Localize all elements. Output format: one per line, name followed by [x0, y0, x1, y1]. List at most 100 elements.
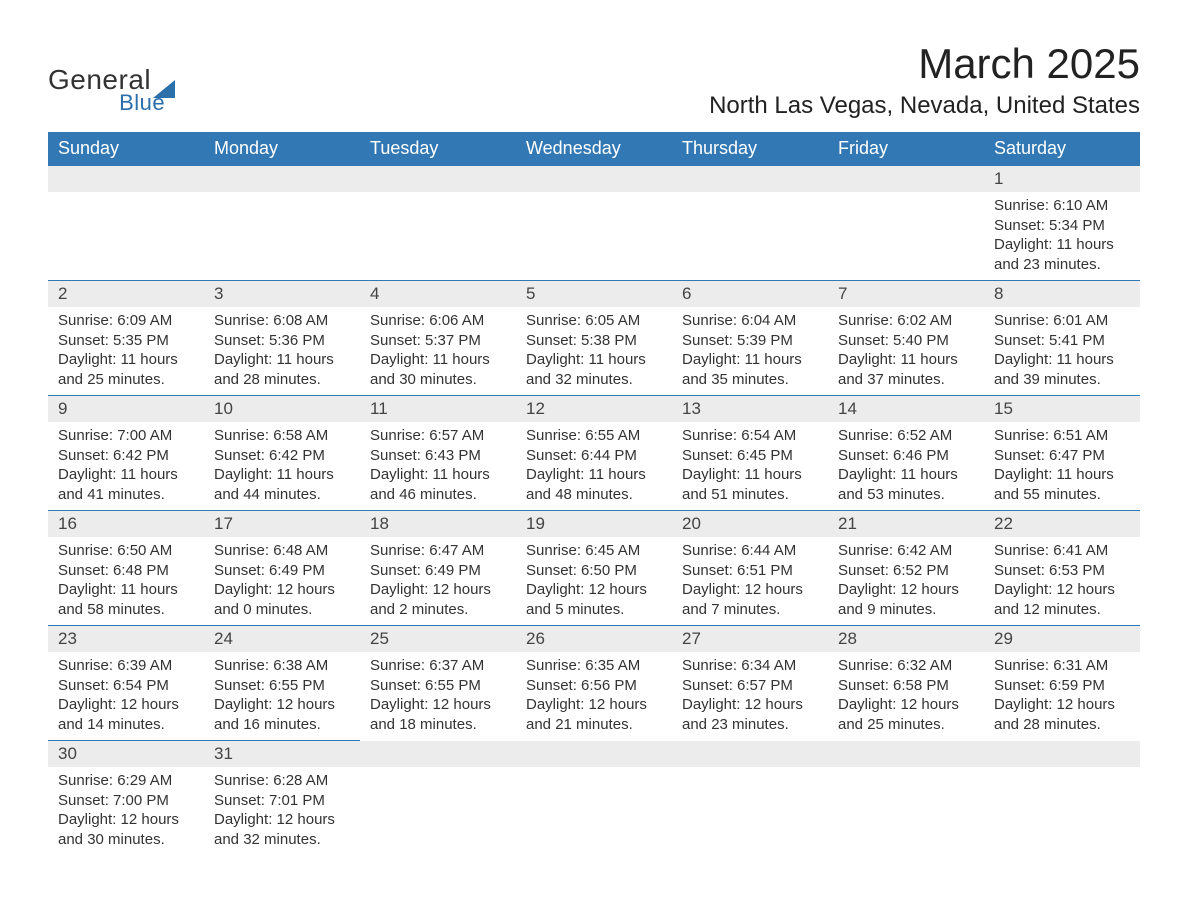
calendar-cell: 26Sunrise: 6:35 AMSunset: 6:56 PMDayligh…	[516, 626, 672, 741]
day-number: 19	[516, 511, 672, 537]
sunrise-line: Sunrise: 6:51 AM	[994, 426, 1130, 446]
calendar-cell: 13Sunrise: 6:54 AMSunset: 6:45 PMDayligh…	[672, 396, 828, 511]
sunrise-line: Sunrise: 6:50 AM	[58, 541, 194, 561]
calendar-cell: 6Sunrise: 6:04 AMSunset: 5:39 PMDaylight…	[672, 281, 828, 396]
header: General Blue March 2025 North Las Vegas,…	[48, 40, 1140, 120]
day-number: 31	[204, 741, 360, 767]
day-details: Sunrise: 6:09 AMSunset: 5:35 PMDaylight:…	[48, 307, 204, 395]
sunrise-line: Sunrise: 6:10 AM	[994, 196, 1130, 216]
sunrise-line: Sunrise: 6:37 AM	[370, 656, 506, 676]
empty-daynum	[672, 166, 828, 192]
sunset-line: Sunset: 6:44 PM	[526, 446, 662, 466]
day-number: 13	[672, 396, 828, 422]
daylight-line: Daylight: 12 hours and 16 minutes.	[214, 695, 350, 734]
sunset-line: Sunset: 6:52 PM	[838, 561, 974, 581]
day-details: Sunrise: 6:57 AMSunset: 6:43 PMDaylight:…	[360, 422, 516, 510]
calendar-row: 16 Sunrise: 6:50 AMSunset: 6:48 PM Dayligh…	[48, 511, 1140, 626]
daylight-line: Daylight: 12 hours and 32 minutes.	[214, 810, 350, 849]
daylight-line: Daylight: 11 hours and 51 minutes.	[682, 465, 818, 504]
calendar-cell: 21Sunrise: 6:42 AMSunset: 6:52 PMDayligh…	[828, 511, 984, 626]
weekday-header: Friday	[828, 132, 984, 166]
day-details: Sunrise: 6:51 AMSunset: 6:47 PMDaylight:…	[984, 422, 1140, 510]
empty-daynum	[204, 166, 360, 192]
day-number: 15	[984, 396, 1140, 422]
calendar-cell-empty	[828, 166, 984, 281]
sunset-line: Sunset: 5:35 PM	[58, 331, 194, 351]
calendar-cell: 18Sunrise: 6:47 AMSunset: 6:49 PMDayligh…	[360, 511, 516, 626]
sunrise-line: Sunrise: 6:08 AM	[214, 311, 350, 331]
day-number: 3	[204, 281, 360, 307]
day-number: 16	[48, 511, 204, 537]
calendar-cell: 9 Sunrise: 7:00 AMSunset: 6:42 PMDaylight…	[48, 396, 204, 511]
sunrise-line: Sunrise: 6:41 AM	[994, 541, 1130, 561]
calendar-cell: 25Sunrise: 6:37 AMSunset: 6:55 PMDayligh…	[360, 626, 516, 741]
sunrise-line: Sunrise: 6:09 AM	[58, 311, 194, 331]
sunset-line: Sunset: 6:53 PM	[994, 561, 1130, 581]
sunset-line: Sunset: 5:37 PM	[370, 331, 506, 351]
sunset-line: Sunset: 6:45 PM	[682, 446, 818, 466]
sunset-line: Sunset: 6:46 PM	[838, 446, 974, 466]
daylight-line: Daylight: 12 hours and 2 minutes.	[370, 580, 506, 619]
daylight-line: Daylight: 11 hours and 41 minutes.	[58, 465, 194, 504]
sunset-line: Sunset: 6:42 PM	[214, 446, 350, 466]
day-details: Sunrise: 6:08 AMSunset: 5:36 PMDaylight:…	[204, 307, 360, 395]
sunset-line: Sunset: 5:40 PM	[838, 331, 974, 351]
day-number: 11	[360, 396, 516, 422]
day-details: Sunrise: 6:05 AMSunset: 5:38 PMDaylight:…	[516, 307, 672, 395]
calendar-cell: 10Sunrise: 6:58 AMSunset: 6:42 PMDayligh…	[204, 396, 360, 511]
calendar-cell: 15Sunrise: 6:51 AMSunset: 6:47 PMDayligh…	[984, 396, 1140, 511]
calendar-cell-empty	[360, 166, 516, 281]
daylight-line: Daylight: 11 hours and 53 minutes.	[838, 465, 974, 504]
daylight-line: Daylight: 11 hours and 30 minutes.	[370, 350, 506, 389]
calendar-cell: 27Sunrise: 6:34 AMSunset: 6:57 PMDayligh…	[672, 626, 828, 741]
calendar-cell: 24Sunrise: 6:38 AMSunset: 6:55 PMDayligh…	[204, 626, 360, 741]
calendar-cell: 20Sunrise: 6:44 AMSunset: 6:51 PMDayligh…	[672, 511, 828, 626]
day-number: 24	[204, 626, 360, 652]
calendar-body: 1Sunrise: 6:10 AMSunset: 5:34 PMDaylight…	[48, 166, 1140, 856]
calendar-cell: 8Sunrise: 6:01 AMSunset: 5:41 PMDaylight…	[984, 281, 1140, 396]
day-number: 21	[828, 511, 984, 537]
calendar-cell-empty	[516, 741, 672, 856]
day-number: 14	[828, 396, 984, 422]
daylight-line: Daylight: 12 hours and 30 minutes.	[58, 810, 194, 849]
empty-daydata	[360, 192, 516, 272]
day-details: Sunrise: 6:32 AMSunset: 6:58 PMDaylight:…	[828, 652, 984, 740]
day-details: Sunrise: 6:45 AMSunset: 6:50 PMDaylight:…	[516, 537, 672, 625]
day-number: 1	[984, 166, 1140, 192]
sunset-line: Sunset: 5:36 PM	[214, 331, 350, 351]
calendar-cell: 28Sunrise: 6:32 AMSunset: 6:58 PMDayligh…	[828, 626, 984, 741]
day-number: 28	[828, 626, 984, 652]
sunset-line: Sunset: 6:42 PM	[58, 446, 194, 466]
sunset-line: Sunset: 6:55 PM	[214, 676, 350, 696]
sunrise-line: Sunrise: 6:48 AM	[214, 541, 350, 561]
empty-daynum	[360, 166, 516, 192]
sunset-line: Sunset: 6:59 PM	[994, 676, 1130, 696]
day-details: Sunrise: 6:01 AMSunset: 5:41 PMDaylight:…	[984, 307, 1140, 395]
daylight-line: Daylight: 12 hours and 0 minutes.	[214, 580, 350, 619]
logo-text: General Blue	[48, 64, 175, 116]
daylight-line: Daylight: 12 hours and 7 minutes.	[682, 580, 818, 619]
sunset-line: Sunset: 6:51 PM	[682, 561, 818, 581]
daylight-line: Daylight: 11 hours and 46 minutes.	[370, 465, 506, 504]
empty-daynum	[672, 741, 828, 767]
day-number: 29	[984, 626, 1140, 652]
sunset-line: Sunset: 6:43 PM	[370, 446, 506, 466]
calendar-cell: 19Sunrise: 6:45 AMSunset: 6:50 PMDayligh…	[516, 511, 672, 626]
empty-daydata	[516, 192, 672, 272]
sunrise-line: Sunrise: 6:01 AM	[994, 311, 1130, 331]
day-number: 22	[984, 511, 1140, 537]
title-block: March 2025 North Las Vegas, Nevada, Unit…	[709, 40, 1140, 120]
sunrise-line: Sunrise: 6:04 AM	[682, 311, 818, 331]
sunrise-line: Sunrise: 6:44 AM	[682, 541, 818, 561]
location: North Las Vegas, Nevada, United States	[709, 92, 1140, 120]
calendar-row: 30Sunrise: 6:29 AMSunset: 7:00 PMDayligh…	[48, 741, 1140, 856]
daylight-line: Daylight: 12 hours and 28 minutes.	[994, 695, 1130, 734]
day-number: 9	[48, 396, 204, 422]
calendar-cell: 23Sunrise: 6:39 AMSunset: 6:54 PMDayligh…	[48, 626, 204, 741]
sunrise-line: Sunrise: 7:00 AM	[58, 426, 194, 446]
day-details: Sunrise: 6:37 AMSunset: 6:55 PMDaylight:…	[360, 652, 516, 740]
calendar-cell-empty	[828, 741, 984, 856]
day-details: Sunrise: 6:28 AMSunset: 7:01 PMDaylight:…	[204, 767, 360, 855]
day-number: 10	[204, 396, 360, 422]
sunset-line: Sunset: 6:48 PM	[58, 561, 194, 581]
